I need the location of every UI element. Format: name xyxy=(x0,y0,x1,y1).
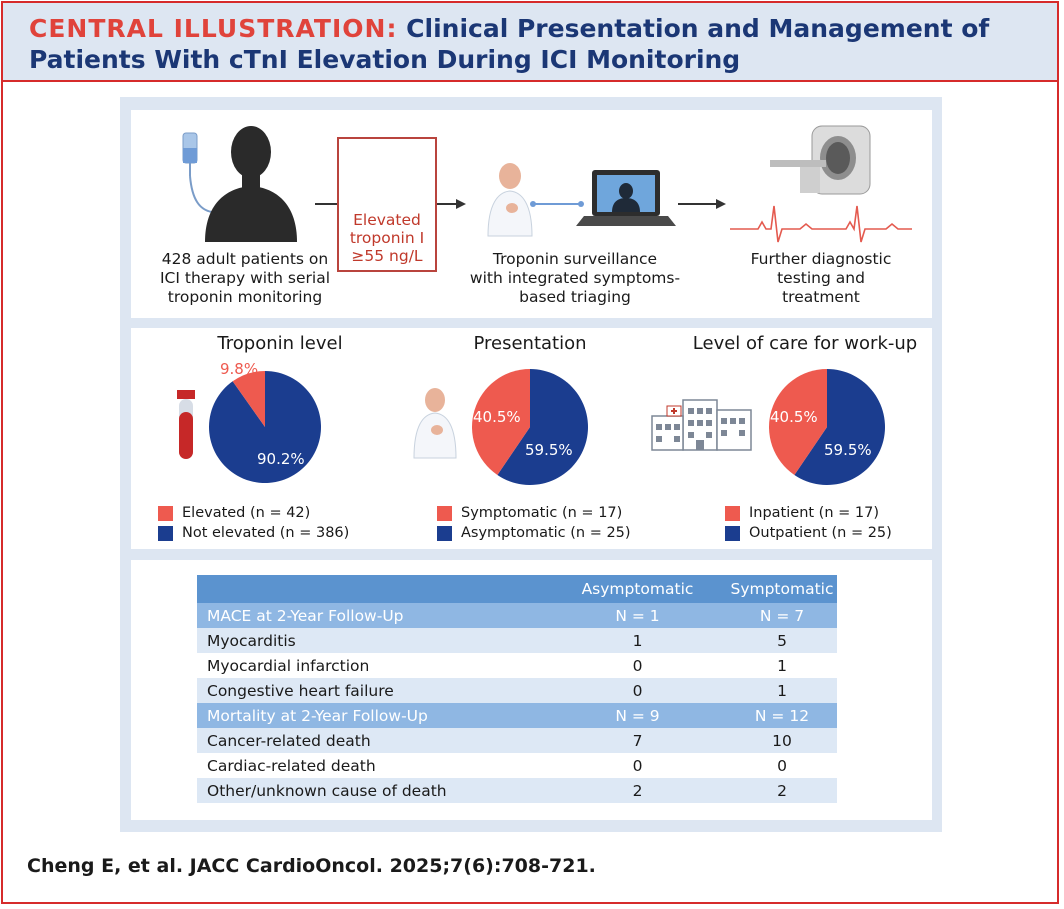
older-patient-icon xyxy=(487,163,533,237)
hospital-icon xyxy=(651,399,752,451)
row-value: 2 xyxy=(548,778,727,803)
pie2-slice1-label: 40.5% xyxy=(473,408,521,426)
ecg-trace-icon xyxy=(730,205,912,243)
trop-line-1: Elevated xyxy=(353,211,421,229)
pie2-legend-1: Symptomatic (n = 17) xyxy=(437,502,622,524)
laptop-icon xyxy=(576,170,676,226)
row-label: MACE at 2-Year Follow-Up xyxy=(197,603,548,628)
step4-line-3: treatment xyxy=(782,288,860,306)
elevated-troponin-box: Elevated troponin I ≥55 ng/L xyxy=(337,137,437,272)
pie3-title: Level of care for work-up xyxy=(692,333,918,354)
iv-bag-icon xyxy=(182,132,213,213)
pie-level-of-care xyxy=(768,369,885,485)
step3-caption: Troponin surveillance with integrated sy… xyxy=(450,250,700,307)
trop-line-2: troponin I xyxy=(349,229,425,247)
pie1-legend-1: Elevated (n = 42) xyxy=(158,502,310,524)
row-value: 0 xyxy=(548,678,727,703)
outcomes-table: Asymptomatic Symptomatic MACE at 2-Year … xyxy=(197,575,837,803)
row-label: Myocarditis xyxy=(197,628,548,653)
pie-slice-blue xyxy=(208,371,321,484)
row-value: 5 xyxy=(727,628,837,653)
row-value: N = 1 xyxy=(548,603,727,628)
pie3-slice2-label: 59.5% xyxy=(824,441,872,459)
pie2-legend-2: Asymptomatic (n = 25) xyxy=(437,522,631,544)
row-value: 0 xyxy=(548,653,727,678)
step1-line-2: ICI therapy with serial xyxy=(159,269,331,287)
row-label: Congestive heart failure xyxy=(197,678,548,703)
col-header-blank xyxy=(197,575,548,603)
row-label: Cardiac-related death xyxy=(197,753,548,778)
step3-line-2: with integrated symptoms- xyxy=(469,269,681,287)
title-line-1: Clinical Presentation and Management of xyxy=(406,14,990,43)
table-row: Congestive heart failure 0 1 xyxy=(197,678,837,703)
row-value: 1 xyxy=(548,628,727,653)
figure-title: CENTRAL ILLUSTRATION: Clinical Presentat… xyxy=(29,13,989,75)
row-value: N = 12 xyxy=(727,703,837,728)
row-label: Mortality at 2-Year Follow-Up xyxy=(197,703,548,728)
row-label: Cancer-related death xyxy=(197,728,548,753)
older-patient-small-icon xyxy=(413,388,457,459)
blood-tube-large-icon xyxy=(177,390,195,459)
step4-line-2: testing and xyxy=(777,269,865,287)
pie-slice-red xyxy=(232,371,265,427)
row-value: 0 xyxy=(727,753,837,778)
row-value: 7 xyxy=(548,728,727,753)
table-header-row: Asymptomatic Symptomatic xyxy=(197,575,837,603)
pie1-title: Troponin level xyxy=(217,333,343,354)
pie1-legend-2: Not elevated (n = 386) xyxy=(158,522,349,544)
pie2-title: Presentation xyxy=(473,333,587,354)
pie1-slice2-label: 90.2% xyxy=(257,450,305,468)
step3-line-1: Troponin surveillance xyxy=(492,250,658,268)
step4-caption: Further diagnostic testing and treatment xyxy=(736,250,906,307)
table-row: Cardiac-related death 0 0 xyxy=(197,753,837,778)
row-value: 2 xyxy=(727,778,837,803)
table-row: Myocardial infarction 0 1 xyxy=(197,653,837,678)
pie-slice-red xyxy=(471,369,530,475)
table-row: Cancer-related death 7 10 xyxy=(197,728,837,753)
pie3-slice1-label: 40.5% xyxy=(770,408,818,426)
header-bar: CENTRAL ILLUSTRATION: Clinical Presentat… xyxy=(3,3,1057,82)
step1-line-3: troponin monitoring xyxy=(167,288,323,306)
step1-line-1: 428 adult patients on xyxy=(161,250,329,268)
row-label: Other/unknown cause of death xyxy=(197,778,548,803)
pie-slice-blue xyxy=(794,369,885,485)
table-row: Other/unknown cause of death 2 2 xyxy=(197,778,837,803)
pie3-legend-2: Outpatient (n = 25) xyxy=(725,522,892,544)
trop-line-3: ≥55 ng/L xyxy=(351,247,423,265)
figure-label: CENTRAL ILLUSTRATION: xyxy=(29,14,398,43)
row-value: 10 xyxy=(727,728,837,753)
step3-line-3: based triaging xyxy=(519,288,631,306)
pie-slice-red xyxy=(768,369,827,475)
pie1-slice1-label: 9.8% xyxy=(220,360,259,378)
pie-troponin-level xyxy=(208,371,321,484)
step1-caption: 428 adult patients on ICI therapy with s… xyxy=(140,250,350,307)
row-value: N = 7 xyxy=(727,603,837,628)
title-line-2: Patients With cTnI Elevation During ICI … xyxy=(29,45,741,74)
col-header-symptomatic: Symptomatic xyxy=(727,575,837,603)
row-value: 0 xyxy=(548,753,727,778)
mri-scanner-icon xyxy=(770,125,871,195)
pie3-legend-1: Inpatient (n = 17) xyxy=(725,502,879,524)
step4-line-1: Further diagnostic xyxy=(750,250,892,268)
table-row: Myocarditis 1 5 xyxy=(197,628,837,653)
citation: Cheng E, et al. JACC CardioOncol. 2025;7… xyxy=(27,855,596,877)
pie-presentation xyxy=(471,369,588,485)
patient-silhouette-icon xyxy=(205,126,297,242)
pie2-slice2-label: 59.5% xyxy=(525,441,573,459)
row-value: N = 9 xyxy=(548,703,727,728)
pie-slice-blue xyxy=(497,369,588,485)
row-label: Myocardial infarction xyxy=(197,653,548,678)
row-value: 1 xyxy=(727,678,837,703)
row-value: 1 xyxy=(727,653,837,678)
col-header-asymptomatic: Asymptomatic xyxy=(548,575,727,603)
